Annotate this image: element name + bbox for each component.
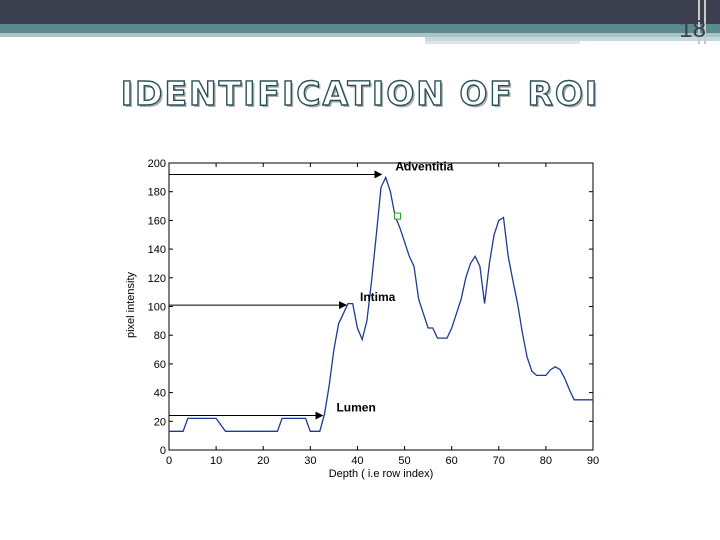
plot-area <box>168 162 594 451</box>
y-tick-label: 160 <box>148 215 166 227</box>
x-tick-label: 50 <box>398 455 410 467</box>
x-tick-label: 0 <box>166 455 172 467</box>
annotation-label: Lumen <box>336 401 375 415</box>
y-tick-label: 120 <box>148 273 166 285</box>
y-axis-label: pixel intensity <box>125 271 137 338</box>
annotation-label: Adventitia <box>395 159 453 173</box>
x-tick-label: 10 <box>210 455 222 467</box>
x-tick-label: 30 <box>304 455 316 467</box>
chart-svg: 0 20 40 60 80 100 120 140 160 180 200 0 10 20 30 40 50 6… <box>125 158 599 480</box>
x-tick-label: 70 <box>493 455 505 467</box>
top-bar <box>0 0 720 24</box>
y-tick-label: 80 <box>154 330 166 342</box>
corner-divider <box>704 0 706 44</box>
accent-stripe-light <box>0 33 720 37</box>
x-axis-label: Depth ( i.e row index) <box>329 468 434 480</box>
y-tick-label: 100 <box>148 302 166 314</box>
slide-title: IDENTIFICATION OF ROI <box>120 73 600 113</box>
y-tick-label: 200 <box>148 158 166 170</box>
y-tick-label: 140 <box>148 244 166 256</box>
slide-number: 18 <box>679 16 706 43</box>
corner-divider <box>698 0 700 44</box>
y-tick-label: 60 <box>154 359 166 371</box>
y-tick-label: 0 <box>160 445 166 457</box>
x-tick-label: 60 <box>446 455 458 467</box>
y-tick-label: 180 <box>148 187 166 199</box>
annotation-label: Intima <box>360 290 396 304</box>
x-tick-label: 80 <box>540 455 552 467</box>
series-line <box>169 175 593 432</box>
y-tick-label: 20 <box>154 416 166 428</box>
x-tick-label: 20 <box>257 455 269 467</box>
accent-stripe-right-short <box>425 41 580 44</box>
accent-stripe-right <box>425 37 720 41</box>
accent-stripe <box>0 24 720 33</box>
x-tick-label: 40 <box>351 455 363 467</box>
y-tick-label: 40 <box>154 388 166 400</box>
x-tick-label: 90 <box>587 455 599 467</box>
point-marker <box>393 212 401 220</box>
intensity-chart: 0 20 40 60 80 100 120 140 160 180 200 0 10 20 30 40 50 6… <box>118 155 602 485</box>
